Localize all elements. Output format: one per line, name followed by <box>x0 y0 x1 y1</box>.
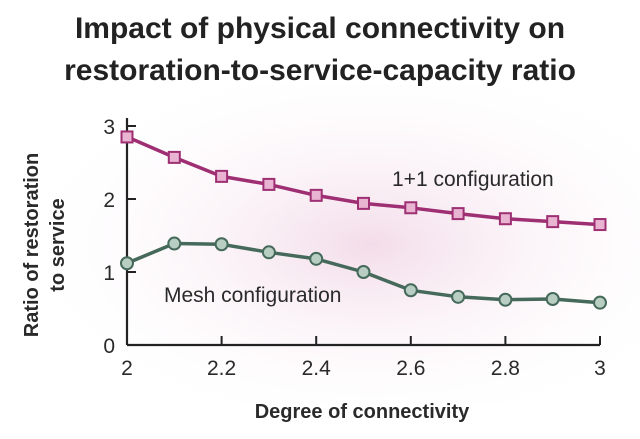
data-point-circle <box>593 295 607 310</box>
y-tick-label: 2 <box>103 189 115 212</box>
data-point-circle <box>451 289 466 304</box>
x-axis-label: Degree of connectivity <box>255 401 470 423</box>
x-tick-label: 2.2 <box>207 357 236 380</box>
data-point-circle <box>545 292 560 307</box>
x-tick-label: 2.8 <box>491 357 520 380</box>
chart-background <box>40 85 640 405</box>
data-point-square <box>167 150 181 164</box>
data-point-circle <box>167 236 182 251</box>
x-tick-label: 2.6 <box>396 357 425 380</box>
data-point-circle <box>498 292 513 307</box>
data-point-square <box>309 188 323 202</box>
series-label-1plus1: 1+1 configuration <box>392 168 554 191</box>
data-point-square <box>357 196 370 210</box>
y-tick-label: 1 <box>103 262 115 285</box>
data-point-square <box>404 201 418 215</box>
chart-title-line-1: Impact of physical connectivity on <box>75 12 565 45</box>
x-tick-label: 3 <box>594 357 606 380</box>
y-axis-label-line-2: to service <box>47 198 69 291</box>
data-point-circle <box>356 265 371 279</box>
chart-title-line-2: restoration-to-service-capacity ratio <box>64 54 576 87</box>
data-point-square <box>498 212 512 226</box>
y-tick-label: 0 <box>103 335 115 358</box>
data-point-circle <box>261 245 276 260</box>
series <box>120 130 607 310</box>
y-tick-label: 3 <box>103 116 115 139</box>
data-point-circle <box>309 251 324 266</box>
axes: 0 1 2 3 2 2.2 2.4 2.6 2.8 3 <box>103 116 606 380</box>
series-label-mesh: Mesh configuration <box>164 284 341 307</box>
data-point-square <box>215 169 229 183</box>
x-tick-label: 2 <box>121 357 133 380</box>
y-axis-label-line-1: Ratio of restoration <box>21 153 43 337</box>
data-point-square <box>593 218 607 232</box>
data-point-circle <box>403 283 418 298</box>
data-point-square <box>546 215 560 229</box>
data-point-square <box>451 207 465 221</box>
data-point-square <box>262 177 276 191</box>
x-tick-label: 2.4 <box>302 357 332 380</box>
data-point-square <box>120 130 134 144</box>
data-point-circle <box>214 237 229 252</box>
data-point-circle <box>120 256 134 271</box>
